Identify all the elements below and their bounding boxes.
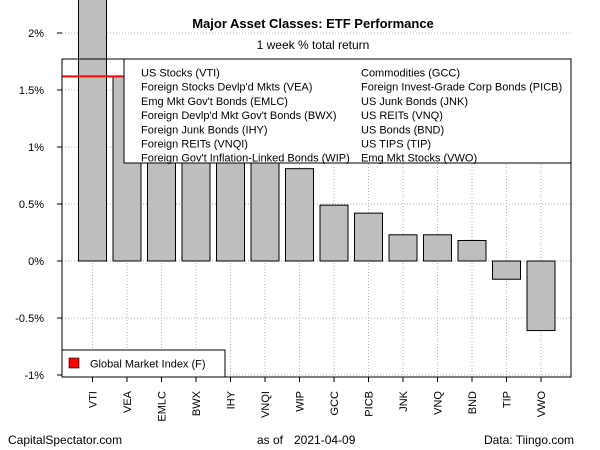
y-tick-label: 2% bbox=[28, 28, 44, 40]
reference-legend-box bbox=[61, 349, 226, 378]
legend-entry: Emg Mkt Stocks (VWO) bbox=[361, 153, 477, 165]
y-tick-label: -1% bbox=[24, 370, 44, 382]
bar-vti bbox=[78, 0, 107, 262]
x-tick-label: BND bbox=[467, 391, 479, 414]
x-tick-label: EMLC bbox=[157, 391, 169, 422]
y-tick-label: 1% bbox=[28, 142, 44, 154]
y-axis: -1%-0.5%0%0.5%1%1.5%2%2.5% bbox=[15, 28, 62, 382]
bar-vnq bbox=[423, 234, 452, 262]
bar-picb bbox=[354, 212, 383, 262]
x-tick-label: WIP bbox=[295, 391, 307, 412]
legend-entry: Foreign Devlp'd Mkt Gov't Bonds (BWX) bbox=[141, 110, 337, 122]
legend-entry: Emg Mkt Gov't Bonds (EMLC) bbox=[141, 96, 288, 108]
x-tick-label: IHY bbox=[226, 390, 238, 409]
legend-entry: US Stocks (VTI) bbox=[141, 68, 220, 80]
legend-entry: Foreign Stocks Devlp'd Mkts (VEA) bbox=[141, 82, 312, 94]
x-tick-label: VEA bbox=[122, 390, 134, 413]
x-tick-label: BWX bbox=[191, 390, 203, 416]
chart-subtitle: 1 week % total return bbox=[257, 38, 370, 52]
legend-left-column: US Stocks (VTI) Foreign Stocks Devlp'd Mk… bbox=[141, 68, 350, 165]
legend-entry: Foreign Invest-Grade Corp Bonds (PICB) bbox=[361, 82, 562, 94]
reference-legend-label: Global Market Index (F) bbox=[90, 359, 206, 371]
legend-right-column: Commodities (GCC) Foreign Invest-Grade Co… bbox=[361, 68, 562, 165]
legend-entry: US TIPS (TIP) bbox=[361, 139, 431, 151]
x-tick-label: VWO bbox=[536, 391, 548, 418]
reference-legend: Global Market Index (F) bbox=[61, 349, 226, 378]
x-axis: VTI VEA EMLC BWX IHY VNQI WIP GCC PICB JNK VNQ BND T… bbox=[88, 377, 548, 422]
bar-bwx bbox=[181, 156, 211, 262]
x-tick-label: GCC bbox=[329, 391, 341, 416]
x-tick-label: JNK bbox=[398, 390, 410, 411]
y-tick-label: 0.5% bbox=[19, 199, 44, 211]
bar-vwo bbox=[526, 260, 556, 332]
legend-entry: Foreign Junk Bonds (IHY) bbox=[141, 124, 268, 136]
legend-entry: US REITs (VNQ) bbox=[361, 110, 443, 122]
bar-ihy bbox=[216, 160, 245, 262]
footer-date: 2021-04-09 bbox=[294, 433, 356, 447]
bar-bnd bbox=[457, 239, 487, 262]
legend-entry: Commodities (GCC) bbox=[361, 68, 460, 80]
chart-title: Major Asset Classes: ETF Performance bbox=[192, 16, 434, 31]
y-tick-label: 1.5% bbox=[19, 85, 44, 97]
bar-gcc bbox=[319, 204, 349, 262]
footer-as-of-label: as of bbox=[257, 433, 284, 447]
series-legend: US Stocks (VTI) Foreign Stocks Devlp'd Mk… bbox=[123, 58, 572, 165]
legend-entry: US Bonds (BND) bbox=[361, 124, 444, 136]
footer-source-site: CapitalSpectator.com bbox=[8, 433, 122, 447]
reference-legend-swatch bbox=[68, 357, 80, 369]
bar-jnk bbox=[388, 234, 418, 262]
y-tick-label: 0% bbox=[28, 256, 44, 268]
bar-tip bbox=[492, 260, 521, 280]
x-tick-label: VNQI bbox=[260, 391, 272, 418]
legend-entry: US Junk Bonds (JNK) bbox=[361, 96, 468, 108]
legend-entry: Foreign Gov't Inflation-Linked Bonds (WI… bbox=[141, 153, 350, 165]
legend-entry: Foreign REITs (VNQI) bbox=[141, 139, 248, 151]
bar-vnqi bbox=[250, 162, 280, 262]
x-tick-label: VNQ bbox=[433, 391, 445, 415]
bar-wip bbox=[285, 168, 314, 262]
series-legend-box bbox=[123, 58, 572, 164]
footer-data-source: Data: Tiingo.com bbox=[484, 433, 574, 447]
x-tick-label: PICB bbox=[364, 391, 376, 417]
y-tick-label: -0.5% bbox=[15, 313, 44, 325]
x-tick-label: TIP bbox=[502, 391, 514, 408]
x-tick-label: VTI bbox=[88, 391, 100, 408]
